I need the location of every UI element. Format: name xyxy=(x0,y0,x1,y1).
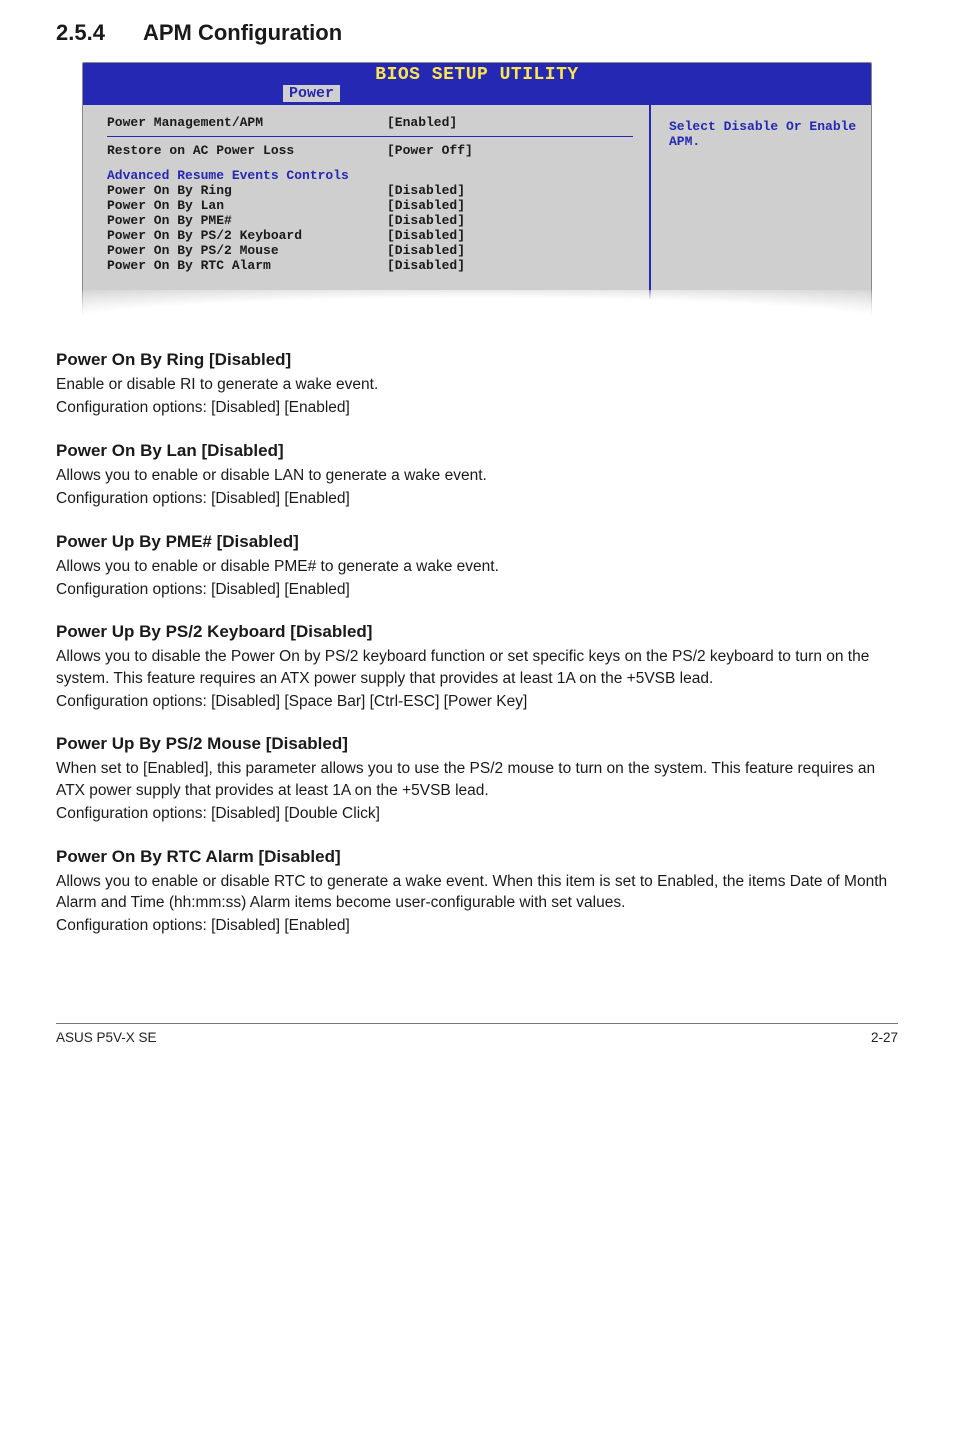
bios-row-value: [Disabled] xyxy=(387,213,465,228)
bios-window: BIOS SETUP UTILITY Power Power Managemen… xyxy=(82,62,872,322)
page-footer: ASUS P5V-X SE 2-27 xyxy=(56,1030,898,1045)
subsection-paragraph: Allows you to enable or disable LAN to g… xyxy=(56,465,898,486)
bios-row-label: Power On By Ring xyxy=(107,183,387,198)
bios-row[interactable]: Restore on AC Power Loss[Power Off] xyxy=(107,143,633,158)
bios-row[interactable]: Power On By PS/2 Keyboard[Disabled] xyxy=(107,228,633,243)
bios-row-value: [Enabled] xyxy=(387,115,457,130)
bios-row[interactable]: Power Management/APM[Enabled] xyxy=(107,115,633,130)
bios-row-value: [Disabled] xyxy=(387,258,465,273)
subsection-paragraph: Configuration options: [Disabled] [Enabl… xyxy=(56,488,898,509)
subsection-paragraph: Configuration options: [Disabled] [Enabl… xyxy=(56,397,898,418)
subsection-heading: Power On By Lan [Disabled] xyxy=(56,441,898,461)
bios-help-panel: Select Disable Or Enable APM. xyxy=(649,105,871,321)
subsection-paragraph: Configuration options: [Disabled] [Space… xyxy=(56,691,898,712)
bios-row-value: [Disabled] xyxy=(387,228,465,243)
bios-row-label: Power On By PS/2 Mouse xyxy=(107,243,387,258)
subsection-paragraph: Configuration options: [Disabled] [Enabl… xyxy=(56,915,898,936)
bios-body: Power Management/APM[Enabled] Restore on… xyxy=(83,105,871,321)
bios-tabs: Power xyxy=(83,85,871,105)
bios-row[interactable]: Power On By RTC Alarm[Disabled] xyxy=(107,258,633,273)
subsection-paragraph: When set to [Enabled], this parameter al… xyxy=(56,758,898,801)
bios-row[interactable]: Power On By Lan[Disabled] xyxy=(107,198,633,213)
bios-row[interactable]: Power On By PME#[Disabled] xyxy=(107,213,633,228)
footer-right: 2-27 xyxy=(871,1030,898,1045)
bios-divider xyxy=(107,136,633,137)
subsection-paragraph: Configuration options: [Disabled] [Doubl… xyxy=(56,803,898,824)
bios-row-label: Power On By PS/2 Keyboard xyxy=(107,228,387,243)
bios-row-value: [Disabled] xyxy=(387,183,465,198)
bios-window-wrap: BIOS SETUP UTILITY Power Power Managemen… xyxy=(56,62,898,322)
bios-row-label: Restore on AC Power Loss xyxy=(107,143,387,158)
bios-title: BIOS SETUP UTILITY xyxy=(83,63,871,85)
bios-section-label: Advanced Resume Events Controls xyxy=(107,168,633,183)
section-header: 2.5.4 APM Configuration xyxy=(56,20,898,46)
footer-left: ASUS P5V-X SE xyxy=(56,1030,157,1045)
subsection-paragraph: Allows you to enable or disable PME# to … xyxy=(56,556,898,577)
bios-left-panel: Power Management/APM[Enabled] Restore on… xyxy=(83,105,649,321)
subsection-paragraph: Enable or disable RI to generate a wake … xyxy=(56,374,898,395)
subsection-heading: Power On By RTC Alarm [Disabled] xyxy=(56,847,898,867)
bios-row-label: Power On By RTC Alarm xyxy=(107,258,387,273)
subsection-heading: Power On By Ring [Disabled] xyxy=(56,350,898,370)
bios-tab-power[interactable]: Power xyxy=(283,85,340,102)
bios-row-value: [Disabled] xyxy=(387,243,465,258)
subsection-paragraph: Allows you to disable the Power On by PS… xyxy=(56,646,898,689)
subsection-heading: Power Up By PS/2 Keyboard [Disabled] xyxy=(56,622,898,642)
subsection-heading: Power Up By PS/2 Mouse [Disabled] xyxy=(56,734,898,754)
section-title: APM Configuration xyxy=(143,20,342,46)
section-number: 2.5.4 xyxy=(56,20,105,46)
bios-row-value: [Power Off] xyxy=(387,143,473,158)
subsection-paragraph: Configuration options: [Disabled] [Enabl… xyxy=(56,579,898,600)
bios-row-label: Power On By PME# xyxy=(107,213,387,228)
bios-row[interactable]: Power On By Ring[Disabled] xyxy=(107,183,633,198)
bios-row-value: [Disabled] xyxy=(387,198,465,213)
bios-row[interactable]: Power On By PS/2 Mouse[Disabled] xyxy=(107,243,633,258)
subsection-heading: Power Up By PME# [Disabled] xyxy=(56,532,898,552)
bios-row-label: Power On By Lan xyxy=(107,198,387,213)
bios-row-label: Power Management/APM xyxy=(107,115,387,130)
subsection-paragraph: Allows you to enable or disable RTC to g… xyxy=(56,871,898,914)
footer-divider xyxy=(56,1023,898,1024)
bios-help-text: Select Disable Or Enable APM. xyxy=(669,119,857,149)
